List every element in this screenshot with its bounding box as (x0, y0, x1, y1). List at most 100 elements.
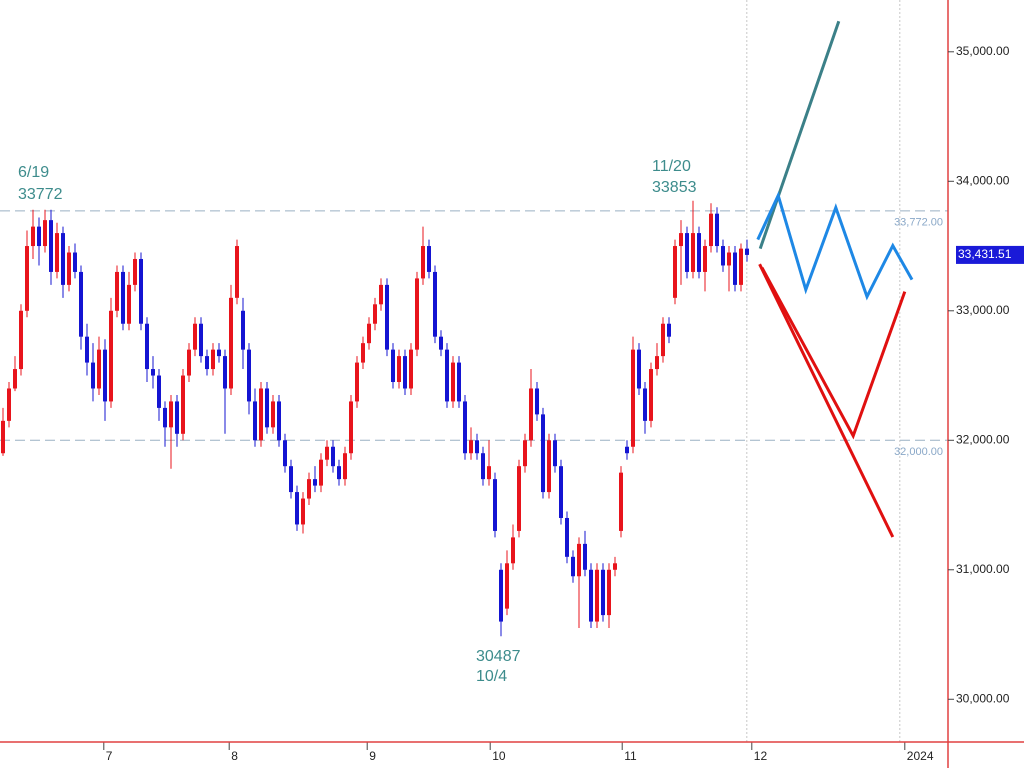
candle-body (595, 569, 599, 622)
candle-body (271, 401, 275, 428)
candle-body (163, 407, 167, 428)
candle-body (133, 258, 137, 285)
candle-body (259, 388, 263, 441)
candle-body (43, 220, 47, 247)
candle-body (241, 310, 245, 350)
candle-body (253, 401, 257, 441)
candle-body (445, 349, 449, 402)
candle-body (367, 323, 371, 344)
candle-body (199, 323, 203, 357)
candle-body (463, 401, 467, 454)
last-price-label: 33,431.51 (958, 247, 1012, 261)
candle-body (13, 369, 17, 389)
candle-body (361, 343, 365, 363)
candle-body (175, 401, 179, 434)
x-tick-label: 8 (231, 749, 238, 763)
candle-body (691, 233, 695, 272)
y-tick-label: 32,000.00 (956, 432, 1010, 446)
candle-body (499, 569, 503, 622)
candle-body (121, 271, 125, 324)
y-tick-label: 34,000.00 (956, 173, 1010, 187)
candle-body (571, 556, 575, 577)
candle-body (457, 362, 461, 402)
scenario-line (758, 20, 841, 250)
candle-body (193, 323, 197, 350)
candle-body (7, 388, 11, 421)
reference-label: 32,000.00 (894, 446, 943, 458)
candle-body (709, 213, 713, 247)
x-tick-label: 10 (492, 749, 506, 763)
candle-body (577, 543, 581, 577)
candle-body (703, 246, 707, 272)
candle-body (181, 375, 185, 434)
candle-body (673, 246, 677, 298)
candle-body (169, 401, 173, 428)
annotation-price: 30487 (476, 648, 521, 665)
candle-body (553, 440, 557, 467)
candle-body (649, 369, 653, 421)
candle-body (73, 252, 77, 272)
candle-body (127, 284, 131, 324)
candle-body (679, 233, 683, 247)
candle-body (475, 440, 479, 454)
candle-body (337, 466, 341, 480)
candle-body (547, 440, 551, 493)
candle-body (745, 248, 749, 255)
scenario-line (756, 191, 914, 301)
candle-body (517, 466, 521, 531)
candle-body (61, 233, 65, 285)
candle-body (535, 388, 539, 415)
candle-body (217, 349, 221, 357)
candle-body (145, 323, 149, 370)
candle-body (589, 569, 593, 622)
candle-body (67, 252, 71, 285)
candle-body (529, 388, 533, 441)
candle-body (721, 246, 725, 266)
candle-body (115, 271, 119, 311)
candle-body (421, 246, 425, 279)
candle-body (247, 349, 251, 402)
annotation-price: 33772 (18, 186, 63, 203)
candle-body (565, 517, 569, 557)
candle-body (289, 466, 293, 493)
candle-body (643, 388, 647, 421)
candle-body (415, 278, 419, 350)
y-tick-label: 31,000.00 (956, 562, 1010, 576)
candle-body (541, 414, 545, 493)
plot (0, 0, 948, 742)
candle-body (331, 446, 335, 467)
candle-body (229, 297, 233, 389)
candle-body (655, 356, 659, 370)
candle-body (157, 375, 161, 408)
candle-body (451, 362, 455, 402)
candle-body (607, 569, 611, 616)
candle-body (37, 226, 41, 247)
candle-body (301, 498, 305, 525)
candle-body (31, 226, 35, 247)
candle-body (313, 479, 317, 486)
candle-body (151, 369, 155, 376)
candle-body (325, 446, 329, 460)
candle-body (493, 479, 497, 531)
candle-body (307, 479, 311, 499)
scenario-line (760, 266, 907, 440)
candle-body (49, 220, 53, 272)
candle-body (55, 233, 59, 272)
candle-body (505, 563, 509, 609)
candle-body (559, 466, 563, 518)
y-tick-label: 33,000.00 (956, 303, 1010, 317)
candle-body (319, 459, 323, 486)
candle-body (511, 537, 515, 564)
candle-body (685, 233, 689, 272)
candle-body (265, 388, 269, 428)
annotation-price: 33853 (652, 179, 697, 196)
candle-body (349, 401, 353, 454)
candle-body (25, 246, 29, 311)
candle-body (661, 323, 665, 357)
candle-body (583, 543, 587, 570)
candle-body (409, 349, 413, 389)
candle-body (697, 233, 701, 272)
last-price-box (956, 245, 1024, 264)
